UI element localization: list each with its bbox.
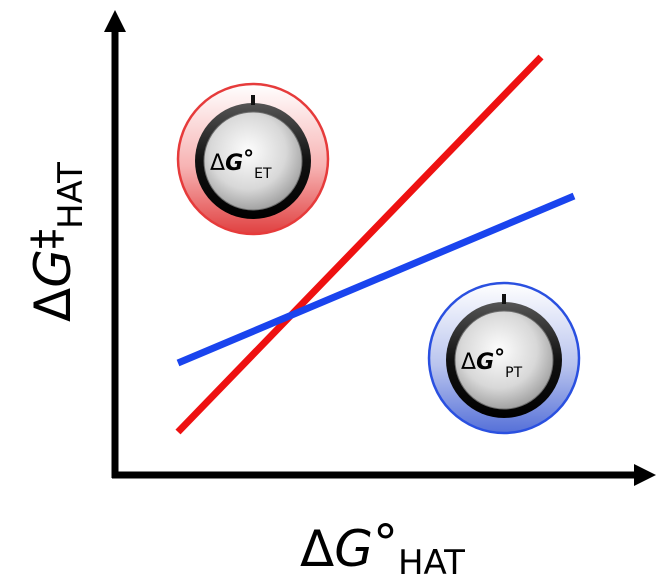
knob-pt: ΔG°PT xyxy=(427,281,581,435)
x-label-subscript: HAT xyxy=(398,543,465,577)
y-axis-label: ΔG‡HAT xyxy=(24,162,91,322)
y-label-delta: Δ xyxy=(24,288,82,322)
knob-et-label: ΔG°ET xyxy=(210,147,272,182)
y-axis-arrowhead xyxy=(104,10,126,32)
knob-pt-indicator xyxy=(502,294,506,304)
x-label-symbol: G xyxy=(334,520,373,577)
knob-pt-dial xyxy=(454,310,554,410)
x-axis-arrowhead xyxy=(634,464,656,486)
red-line xyxy=(175,54,544,435)
knob-pt-subscript: PT xyxy=(505,365,522,381)
knob-et-degree: ° xyxy=(243,147,254,172)
knob-pt-delta: Δ xyxy=(461,350,476,375)
knob-pt-symbol: G xyxy=(476,350,494,375)
x-label-degree: ° xyxy=(373,514,398,572)
x-label-delta: Δ xyxy=(300,520,334,577)
knob-et-symbol: G xyxy=(225,151,243,176)
knob-et-indicator xyxy=(251,95,255,105)
y-label-symbol: G xyxy=(24,249,82,288)
knob-et-subscript: ET xyxy=(254,166,272,182)
knob-pt-degree: ° xyxy=(494,346,505,371)
x-axis-label: ΔG°HAT xyxy=(300,514,465,577)
axes xyxy=(104,10,656,486)
knob-et: ΔG°ET xyxy=(176,82,330,236)
knob-et-delta: Δ xyxy=(210,151,225,176)
y-label-subscript: HAT xyxy=(51,162,91,229)
knob-et-dial xyxy=(203,111,303,211)
blue-line xyxy=(176,192,576,367)
y-label-dagger: ‡ xyxy=(24,229,70,249)
knob-pt-label: ΔG°PT xyxy=(461,346,523,381)
